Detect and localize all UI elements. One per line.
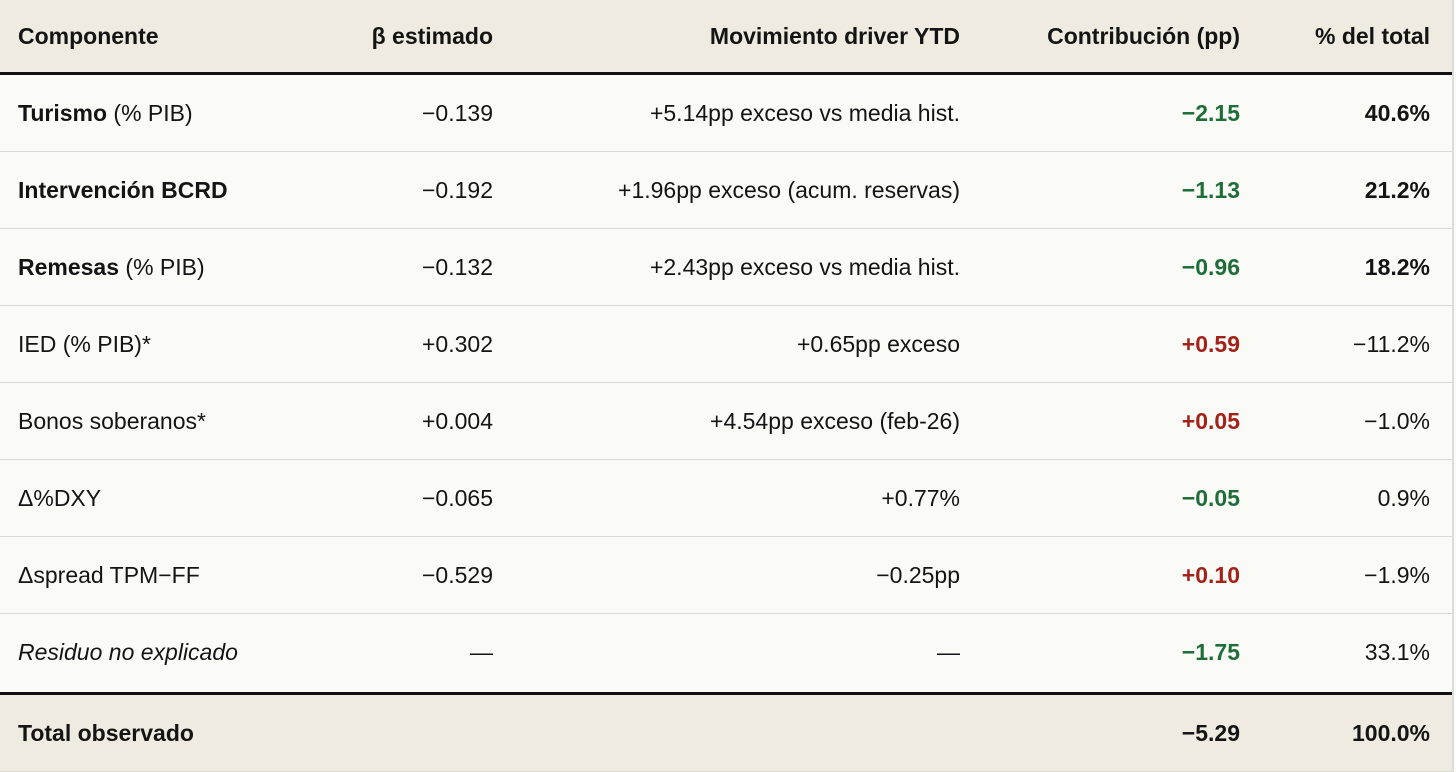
table-total-row: Total observado −5.29 100.0% — [0, 692, 1452, 772]
header-beta: β estimado — [371, 22, 493, 49]
row-pct-total: −1.0% — [1364, 407, 1430, 434]
total-pct-total: 100.0% — [1351, 719, 1430, 746]
row-movimiento: +0.77% — [881, 484, 960, 511]
total-contribucion: −5.29 — [1181, 719, 1240, 746]
row-label-suffix: (% PIB) — [107, 99, 193, 126]
row-contribucion: −1.75 — [1181, 639, 1240, 665]
table-row: Δspread TPM−FF −0.529 −0.25pp +0.10 −1.9… — [0, 537, 1452, 614]
row-pct-total: −1.9% — [1364, 561, 1430, 588]
row-label: Δ%DXY — [18, 484, 102, 511]
row-pct-total: 21.2% — [1364, 176, 1430, 203]
row-label-suffix: (% PIB) — [119, 253, 205, 280]
row-beta: −0.192 — [422, 176, 493, 203]
row-label: IED (% PIB)* — [18, 330, 151, 357]
row-label: Turismo (% PIB) — [18, 75, 318, 151]
header-pct-total: % del total — [1314, 22, 1430, 49]
row-movimiento: +0.65pp exceso — [796, 330, 960, 357]
row-label-main: Turismo — [18, 99, 108, 126]
row-movimiento: +2.43pp exceso vs media hist. — [649, 253, 960, 280]
header-contribucion: Contribución (pp) — [1047, 22, 1240, 49]
table-row: Intervención BCRD −0.192 +1.96pp exceso … — [0, 152, 1452, 229]
row-movimiento: +1.96pp exceso (acum. reservas) — [618, 176, 960, 203]
row-label-main: Remesas — [18, 253, 120, 280]
row-contribucion: −0.96 — [1181, 253, 1240, 280]
table-row: Residuo no explicado — — −1.75 33.1% — [0, 614, 1452, 691]
row-pct-total: 33.1% — [1364, 639, 1430, 665]
row-label: Residuo no explicado — [18, 639, 238, 665]
row-contribucion: +0.10 — [1181, 561, 1240, 588]
row-label: Bonos soberanos* — [18, 407, 206, 434]
row-contribucion: +0.59 — [1181, 330, 1240, 357]
total-label: Total observado — [18, 719, 194, 746]
row-beta: +0.302 — [422, 330, 493, 357]
row-beta: +0.004 — [422, 407, 493, 434]
table-row: Bonos soberanos* +0.004 +4.54pp exceso (… — [0, 383, 1452, 460]
table-row: Δ%DXY −0.065 +0.77% −0.05 0.9% — [0, 460, 1452, 537]
table-row: Remesas (% PIB) −0.132 +2.43pp exceso vs… — [0, 229, 1452, 306]
header-movimiento: Movimiento driver YTD — [709, 22, 960, 49]
row-contribucion: −1.13 — [1181, 176, 1240, 203]
table-row: Turismo (% PIB) −0.139 +5.14pp exceso vs… — [0, 75, 1452, 152]
table-header-row: Componente β estimado Movimiento driver … — [0, 0, 1452, 75]
table-row: IED (% PIB)* +0.302 +0.65pp exceso +0.59… — [0, 306, 1452, 383]
row-beta: — — [470, 639, 493, 665]
row-pct-total: 18.2% — [1364, 253, 1430, 280]
row-movimiento: −0.25pp — [876, 561, 960, 588]
row-beta: −0.139 — [422, 99, 493, 126]
row-label: Intervención BCRD — [18, 152, 318, 228]
row-beta: −0.065 — [422, 484, 493, 511]
row-beta: −0.132 — [422, 253, 493, 280]
row-pct-total: 40.6% — [1364, 99, 1430, 126]
row-label-main: Intervención BCRD — [18, 176, 228, 203]
row-movimiento: +4.54pp exceso (feb-26) — [710, 407, 960, 434]
header-componente: Componente — [18, 22, 159, 49]
row-label: Remesas (% PIB) — [18, 229, 318, 305]
row-movimiento: +5.14pp exceso vs media hist. — [649, 99, 960, 126]
row-contribucion: +0.05 — [1181, 407, 1240, 434]
row-contribucion: −0.05 — [1181, 484, 1240, 511]
row-pct-total: 0.9% — [1377, 484, 1430, 511]
row-label: Δspread TPM−FF — [18, 561, 200, 588]
row-contribucion: −2.15 — [1181, 99, 1240, 126]
row-movimiento: — — [937, 639, 960, 665]
row-beta: −0.529 — [422, 561, 493, 588]
row-pct-total: −11.2% — [1353, 330, 1430, 357]
